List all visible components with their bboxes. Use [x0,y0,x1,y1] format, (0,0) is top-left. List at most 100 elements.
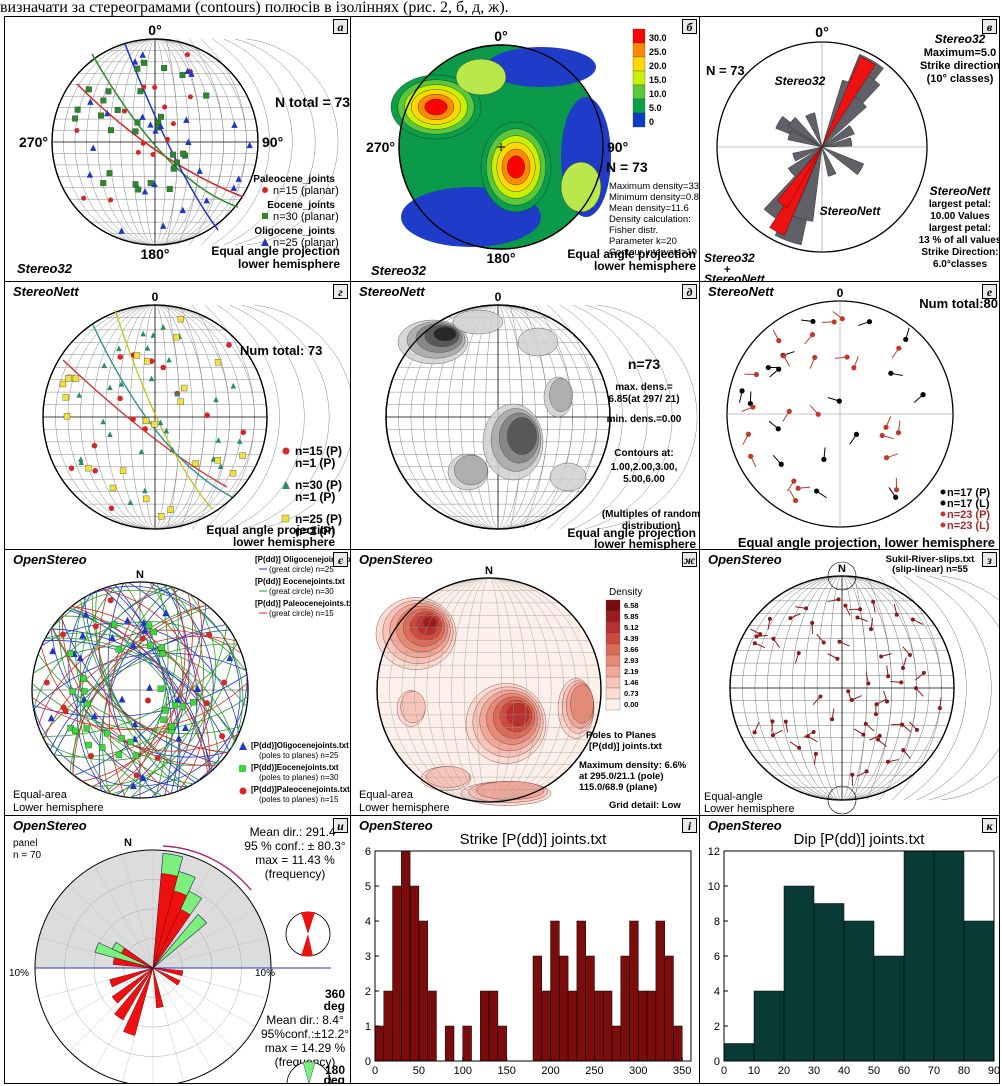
primitive-outline [42,304,268,530]
legend-line: largest petal: [929,199,991,210]
density-contour [506,703,530,726]
grid-meridian [572,304,648,530]
pole-point [98,112,104,119]
y-tick-label: 2 [365,986,371,998]
legend-title: Eocene_joints [267,200,335,211]
stats-line: 95%conf.:±12.2° [261,1027,349,1041]
grid-meridian [242,304,330,530]
x-tick-label: 20 [778,1065,790,1077]
pole-point [181,724,189,732]
colorbar-label: 25.0 [649,47,667,57]
great-circle [32,675,248,787]
mean-great-circle [114,309,213,510]
great-circle [42,643,238,737]
legend-line: Strike Direction: [921,247,998,258]
y-tick-label: 6 [714,951,720,963]
slip-arrow [839,641,850,647]
pole-point [134,65,141,72]
primitive-outline [729,575,955,801]
great-circle [102,586,172,794]
slip-arrow [869,735,880,741]
legend-marker [261,238,269,246]
projection-line: Equal angle projection, lower hemisphere [738,535,995,549]
stats-line: Contour intervals=10 [609,247,697,258]
legend-kind: (poles to planes) n=15 [259,795,339,804]
pole-point [90,144,97,151]
legend-marker [940,489,946,495]
rose-spoke [50,967,154,1028]
projection-line: lower hemisphere [594,259,696,273]
slip-arrow [888,487,897,498]
histogram-bar [427,990,437,1062]
pole-point [170,151,176,158]
pole-point [84,700,91,708]
histogram-bar [594,990,604,1062]
density-contour [452,309,504,335]
slip-arrow [893,603,898,615]
y-tick-label: 4 [714,986,720,998]
slip-arrow [772,329,780,341]
pole-point [121,108,127,114]
slip-arrow [798,486,811,489]
colorbar-swatch [632,98,646,114]
histogram-bar [933,850,965,1062]
y-tick-label: 2 [714,1021,720,1033]
pole-point [217,463,224,469]
pole-point [194,685,202,693]
pole-point [118,695,126,703]
pole-point [83,725,90,732]
great-circle [130,582,184,798]
x-tick-label: 50 [413,1065,425,1077]
n-total: Num total: 73 [240,343,322,358]
density-low [486,47,596,87]
density-contour [423,617,437,629]
great-circle [91,593,189,788]
pole-point [151,180,158,187]
slip-arrow [849,434,857,445]
pole-point [107,431,113,438]
slip-point [754,634,759,639]
legend-marker [239,787,247,795]
colorbar-swatch [605,676,621,689]
colorbar-label: 5.0 [649,103,662,113]
pole-point [142,487,148,494]
rose-petal-stereonett [805,112,823,148]
y-tick-label: 0 [714,1056,720,1068]
slip-arrow [786,480,795,492]
panel-canvas: 0° 90° 180° 270° 30.0 25.0 20.0 15.0 10.0 5.0 0 N =… [366,28,699,278]
n-total: N = 73 [606,159,648,175]
projection-line: Equal-area [359,789,414,801]
pole-point [177,315,185,323]
colorbar-label: 4.39 [624,634,639,643]
east-label: 90° [262,134,283,150]
great-circle [31,683,249,730]
pole-point [101,362,107,369]
pole-point [141,84,147,90]
pole-point [235,175,242,182]
pole-point [146,683,154,691]
projection-line: lower hemisphere [238,257,340,271]
stats-line: Maximum density: 6.6% [579,760,687,771]
pole-point [145,622,153,629]
slip-arrow [857,321,870,327]
pole-point [174,390,181,397]
pole-point [86,171,94,178]
great-circle [108,582,156,798]
grid-meridian [229,304,305,530]
grid-meridian [597,304,698,530]
colorbar-swatch [605,643,621,656]
pole-point [160,364,167,371]
pole-point [179,703,186,710]
pole-point [158,513,165,520]
rose-petal-strike [121,947,154,969]
histogram-bar [903,850,935,1062]
pole-point [141,626,149,634]
slip-arrow [783,355,791,367]
chart-title: Strike [P(dd)] joints.txt [460,831,608,848]
great-circle [71,605,209,775]
legend-entry: n=25 (planar) [273,237,339,249]
pole-point [65,375,72,382]
histogram-bar [383,990,393,1062]
slip-arrow [813,753,817,765]
x-tick-label: 60 [898,1065,910,1077]
